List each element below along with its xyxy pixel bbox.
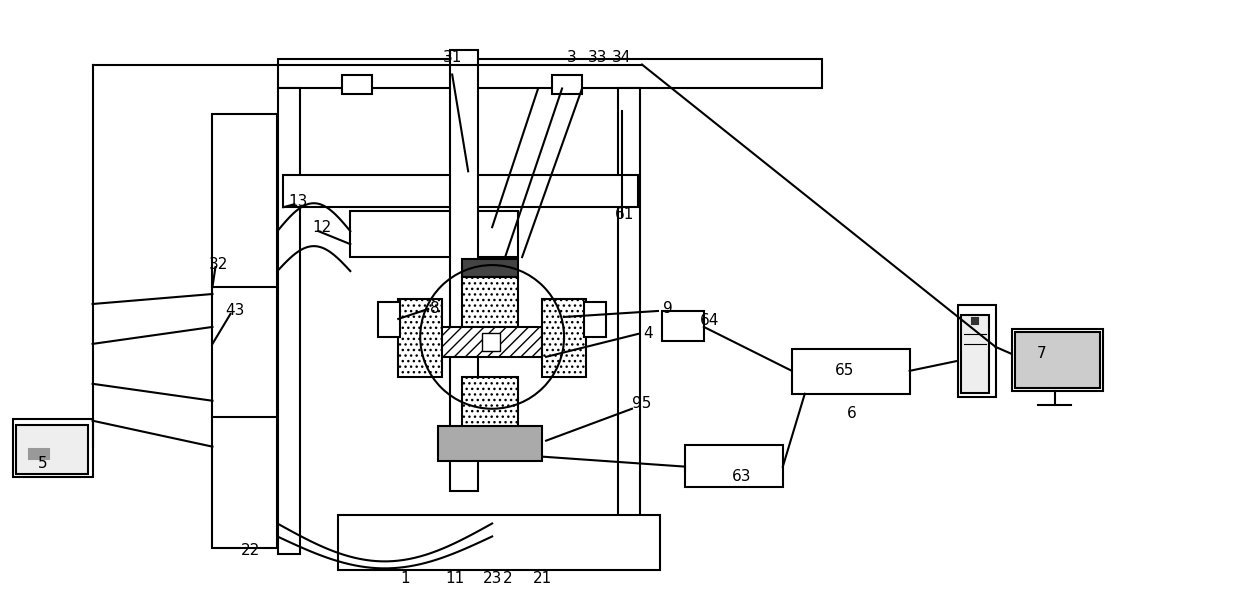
- Text: 95: 95: [632, 397, 652, 412]
- Text: 9: 9: [663, 301, 673, 316]
- Bar: [438, 327, 542, 357]
- Bar: [542, 299, 587, 377]
- Bar: [438, 426, 542, 461]
- Text: 5: 5: [38, 456, 47, 471]
- Bar: [339, 516, 660, 570]
- Bar: [463, 259, 518, 277]
- Bar: [378, 302, 401, 337]
- Text: 63: 63: [732, 469, 751, 484]
- Text: 61: 61: [615, 207, 635, 222]
- Bar: [279, 89, 300, 555]
- Text: 13: 13: [289, 193, 308, 208]
- Bar: [792, 349, 910, 394]
- Text: 6: 6: [847, 406, 857, 421]
- Bar: [16, 425, 88, 474]
- Text: 12: 12: [312, 220, 332, 235]
- Bar: [482, 333, 500, 351]
- Text: 4: 4: [644, 326, 652, 341]
- Text: 1: 1: [401, 571, 410, 586]
- Bar: [279, 59, 822, 89]
- Bar: [584, 302, 606, 337]
- Bar: [961, 315, 988, 393]
- Text: 7: 7: [1037, 346, 1047, 361]
- Text: 8: 8: [430, 301, 440, 316]
- Text: 11: 11: [445, 571, 465, 586]
- Text: 43: 43: [226, 304, 246, 319]
- Text: 2: 2: [503, 571, 513, 586]
- Bar: [618, 89, 640, 555]
- Bar: [552, 74, 582, 95]
- Bar: [12, 419, 93, 477]
- Bar: [957, 305, 996, 397]
- Bar: [398, 299, 443, 377]
- Bar: [1014, 332, 1100, 388]
- Text: 23: 23: [482, 571, 502, 586]
- Bar: [351, 211, 518, 257]
- Bar: [463, 377, 518, 426]
- Text: 33: 33: [588, 50, 608, 65]
- Text: 65: 65: [835, 364, 854, 379]
- Bar: [212, 114, 278, 549]
- Bar: [450, 50, 479, 491]
- Text: 64: 64: [701, 313, 719, 328]
- Bar: [1012, 329, 1104, 391]
- Bar: [463, 277, 518, 327]
- Text: 22: 22: [241, 543, 260, 558]
- Bar: [29, 449, 48, 459]
- Bar: [284, 176, 637, 207]
- Bar: [684, 444, 782, 486]
- Text: 31: 31: [443, 50, 461, 65]
- Text: 34: 34: [613, 50, 631, 65]
- Text: 32: 32: [208, 256, 228, 271]
- Text: 3: 3: [567, 50, 577, 65]
- Bar: [342, 74, 372, 95]
- Bar: [972, 318, 977, 324]
- Bar: [662, 311, 704, 341]
- Text: 21: 21: [532, 571, 552, 586]
